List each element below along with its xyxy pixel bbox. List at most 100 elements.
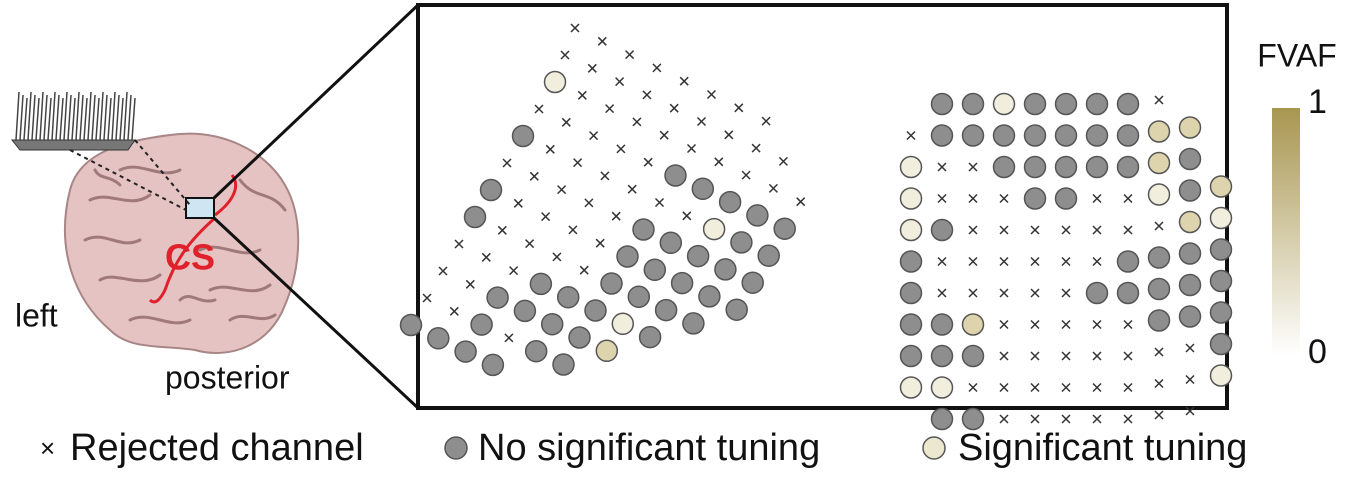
rejected-channel [969,384,977,392]
untuned-channel [932,409,953,430]
figure: CS left posterior FVAF 1 0 × Rejected ch… [0,0,1359,478]
tuned-channel [1149,184,1170,205]
rejected-channel [580,266,588,274]
untuned-channel [994,157,1015,178]
untuned-channel [1056,157,1077,178]
electrode-arrays [401,24,1232,430]
untuned-channel [530,273,551,294]
untuned-channel [1056,188,1077,209]
untuned-channel [526,341,547,362]
spike [44,95,47,140]
rejected-channel [1093,226,1101,234]
spike [16,92,19,140]
rejected-channel [439,267,447,275]
rejected-channel [969,195,977,203]
electrode-array [12,140,135,150]
untuned-channel [932,314,953,335]
electrode-spikes [16,92,135,140]
rejected-channel [588,64,596,72]
untuned-channel [1211,334,1232,355]
untuned-channel [1211,302,1232,323]
rejected-channel [969,163,977,171]
rejected-channel [585,199,593,207]
rejected-channel [1093,415,1101,423]
spike [84,98,87,140]
spike [120,98,123,140]
rejected-channel [601,172,609,180]
rejected-channel [1031,226,1039,234]
tuned-channel [901,188,922,209]
untuned-channel [633,219,654,240]
untuned-channel [720,192,741,213]
untuned-channel [601,273,622,294]
spike [96,98,99,140]
untuned-channel [1087,125,1108,146]
rejected-channel [1031,258,1039,266]
untuned-channel [471,314,492,335]
rejected-channel [1031,352,1039,360]
rejected-channel [542,213,550,221]
rejected-channel [1093,321,1101,329]
untuned-channel [1118,94,1139,115]
rejected-channel [498,226,506,234]
rejected-channel [1186,344,1194,352]
untuned-channel [758,245,779,266]
rejected-channel [626,51,634,59]
colorbar [1272,108,1300,356]
rejected-channel [1031,415,1039,423]
rejected-channel [1062,352,1070,360]
rejected-channel [1093,352,1101,360]
spike [108,98,111,140]
untuned-channel [513,126,534,147]
untuned-channel [932,220,953,241]
rejected-channel [969,289,977,297]
rejected-channel [596,239,604,247]
rejected-channel [1124,352,1132,360]
spike [116,95,119,140]
sulcus-label: CS [165,237,215,278]
spike [28,92,31,140]
rejected-channel [598,37,606,45]
rejected-channel [526,240,534,248]
legend-label: Significant tuning [958,427,1247,469]
rejected-channel [562,118,570,126]
spike [80,95,83,140]
tuned-channel [1211,208,1232,229]
colorbar-max: 1 [1308,83,1327,121]
untuned-channel [1025,188,1046,209]
rejected-channel [1062,289,1070,297]
untuned-channel [715,259,736,280]
untuned-channel [401,315,422,336]
rejected-channel [725,131,733,139]
rejected-channel [644,158,652,166]
rejected-channel [423,294,431,302]
rejected-channel [797,198,805,206]
rejected-channel [505,334,513,342]
rejected-channel [450,307,458,315]
untuned-channel [1025,94,1046,115]
rejected-channel [1155,411,1163,419]
untuned-channel [1056,94,1077,115]
rejected-channel [617,145,625,153]
spike [72,98,75,140]
untuned-channel [617,246,638,267]
untuned-channel [692,178,713,199]
tuned-channel [901,157,922,178]
untuned-channel [932,346,953,367]
spike [124,92,127,140]
rejected-channel [1155,222,1163,230]
legend-marker-untuned [445,437,467,459]
untuned-channel [1149,310,1170,331]
untuned-channel [585,300,606,321]
untuned-channel [1149,247,1170,268]
rejected-channel [510,267,518,275]
untuned-channel [742,272,763,293]
spike [48,98,51,140]
untuned-channel [1118,251,1139,272]
rejected-channel [1031,384,1039,392]
spike [64,92,67,140]
rejected-channel [1031,321,1039,329]
rejected-channel [938,195,946,203]
tuned-channel [612,313,633,334]
untuned-channel [1180,180,1201,201]
